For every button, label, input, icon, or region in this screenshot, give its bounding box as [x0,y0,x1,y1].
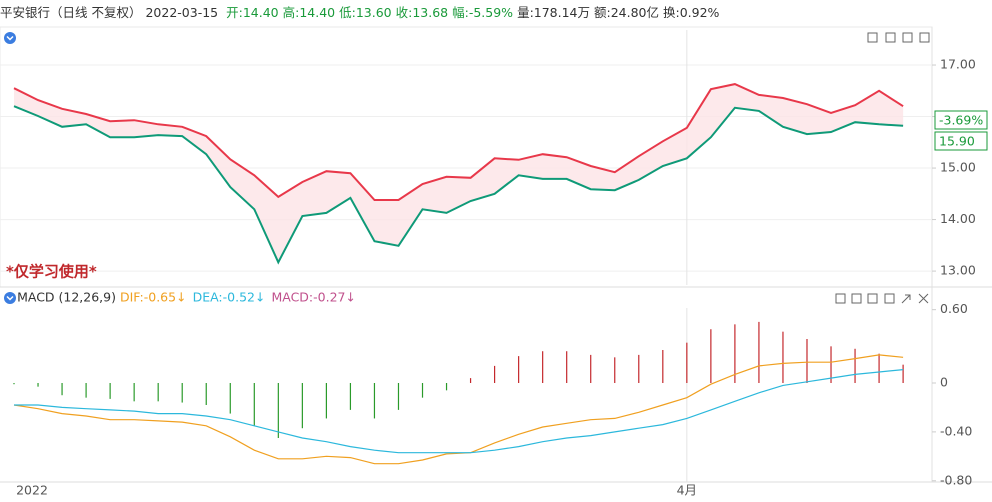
watermark: *仅学习使用* [6,263,97,281]
x-tick-label: 4月 [677,483,697,498]
collapse-button[interactable] [4,32,16,44]
x-tick-label: 2022 [16,483,48,498]
y-tick-label: 13.00 [940,263,976,278]
quote-field: 额:24.80亿 [594,5,660,20]
quote-field: 低:13.60 [339,5,392,20]
stock-name: 平安银行（日线 不复权） [0,5,142,20]
quote-field: 幅:-5.59% [452,5,514,20]
panel-frame [0,26,933,288]
date: 2022-03-15 [145,5,219,20]
y-tick-label: -0.40 [940,423,972,438]
price-badge-text: -3.69% [939,113,983,128]
legend-item: DIF:-0.65↓ [120,290,187,305]
y-tick-label: 15.00 [940,160,976,175]
y-tick-label: 14.00 [940,211,976,226]
macd-title: MACD (12,26,9) [17,290,116,305]
quote-field: 换:0.92% [663,5,720,20]
toolbar[interactable] [835,32,930,304]
indicator-line [14,369,904,454]
price-line [13,83,904,201]
legend-item: MACD:-0.27↓ [271,290,356,305]
price-badge-text: 15.90 [939,134,975,149]
quote-field: 收:13.68 [395,5,449,20]
indicator-line [13,354,904,465]
info-bar: 平安银行（日线 不复权） 2022-03-15 开:14.40 高:14.40 低:1… [0,0,992,26]
collapse-button[interactable] [4,292,16,304]
y-tick-label: -0.80 [940,472,972,487]
band-fill [14,84,904,263]
legend-item: DEA:-0.52↓ [193,290,266,305]
quote-field: 量:178.14万 [517,5,591,20]
y-tick-label: 0.60 [940,301,968,316]
quote-field: 开:14.40 [226,5,279,20]
quote-field: 高:14.40 [282,5,336,20]
y-tick-label: 17.00 [940,57,976,72]
price-badge [934,131,988,151]
price-badge [934,110,988,130]
y-tick-label: 0 [940,375,948,390]
price-line [13,105,904,265]
